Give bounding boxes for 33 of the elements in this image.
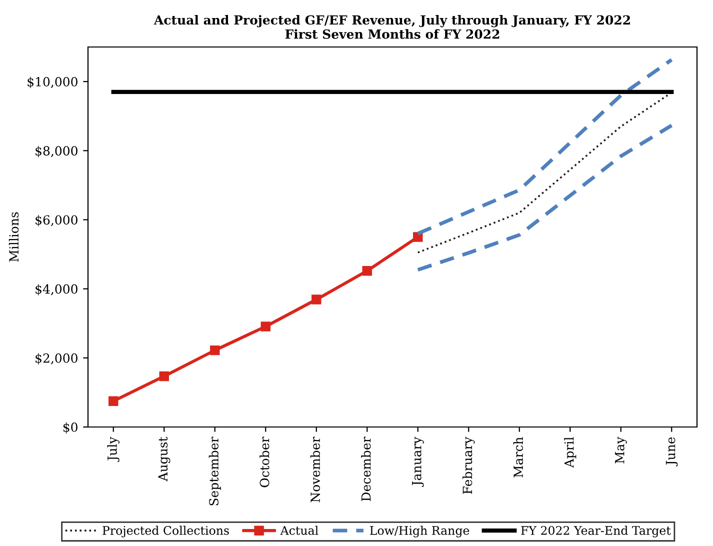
x-tick-label: February	[462, 436, 475, 494]
legend-label: Projected Collections	[102, 526, 229, 538]
line-series	[416, 124, 674, 272]
point	[159, 371, 169, 382]
y-tick-label: $4,000	[36, 284, 78, 296]
point	[413, 232, 423, 242]
chart-title: Actual and Projected GF/EF Revenue, July through January, FY 2022 First Seven Months of FY 2022	[154, 14, 630, 39]
x-tick-label: April	[564, 437, 576, 468]
x-tick-label: October	[260, 436, 270, 488]
y-tick-label: $10,000	[28, 76, 78, 88]
x-tick-label: November	[310, 436, 320, 502]
x-tick-label: June	[666, 437, 678, 466]
legend-label: Actual	[280, 526, 318, 535]
y-tick-label: $0	[63, 422, 78, 434]
x-tick-label: July	[107, 436, 120, 462]
y-tick-label: $2,000	[36, 353, 78, 364]
x-tick-label: January	[412, 436, 424, 487]
x-tick-label: September	[208, 436, 221, 506]
x-tick-label: August	[158, 436, 170, 482]
x-tick-label: May	[615, 436, 627, 464]
line-series	[416, 92, 673, 254]
y-tick-label: $8,000	[36, 146, 78, 158]
point	[312, 294, 322, 304]
x-tick-label: March	[513, 437, 523, 478]
y-tick-label: $6,000	[36, 214, 78, 226]
point	[260, 322, 270, 332]
legend-label: Low/High Range	[370, 526, 470, 538]
point	[362, 266, 372, 276]
y-axis-title: Millions	[8, 212, 19, 262]
x-tick-label: December	[361, 436, 371, 502]
legend-label: FY 2022 Year-End Target	[521, 526, 671, 538]
point	[108, 396, 118, 406]
point	[210, 345, 220, 356]
